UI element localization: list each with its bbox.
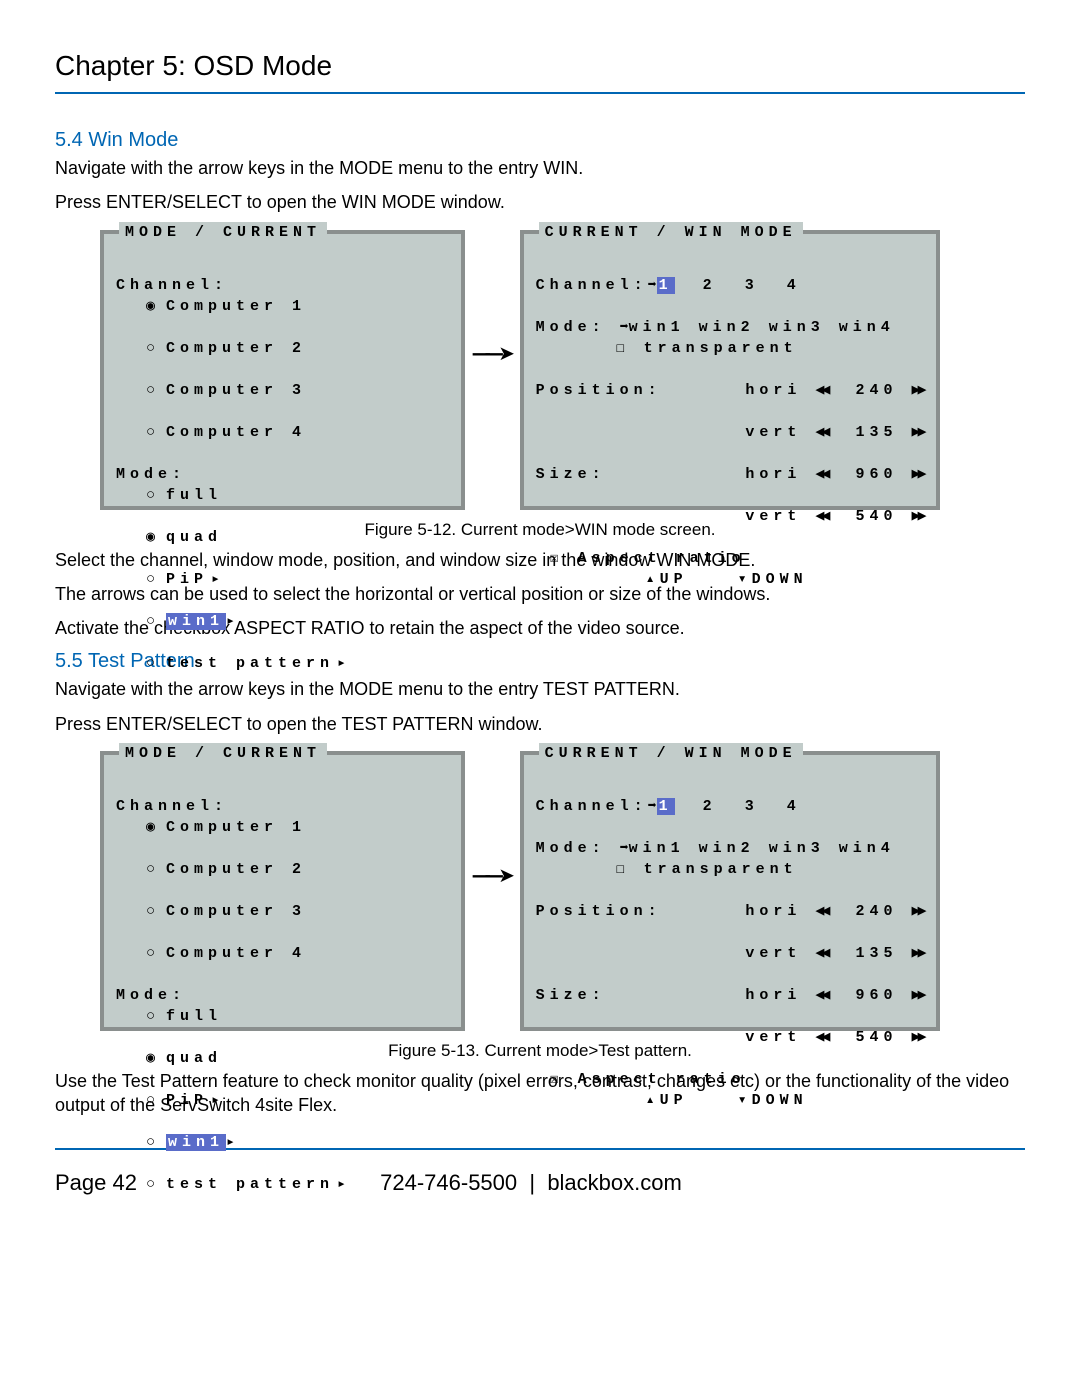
mode-option[interactable]: test pattern bbox=[116, 1174, 449, 1195]
chapter-title: Chapter 5: OSD Mode bbox=[55, 50, 1025, 82]
channel-label: Channel: bbox=[116, 798, 228, 815]
size-vert[interactable]: vert ◀◀ 540 ▶▶ bbox=[536, 506, 924, 527]
transparent-checkbox[interactable]: ☐ transparent bbox=[536, 340, 798, 357]
mode-option[interactable]: PiP bbox=[116, 1090, 449, 1111]
mode-option[interactable]: quad bbox=[116, 527, 449, 548]
mode-row[interactable]: Mode: ➡win1 win2 win3 win4 bbox=[536, 840, 895, 857]
position-hori[interactable]: Position:hori ◀◀ 240 ▶▶ bbox=[536, 901, 924, 922]
panel-title: CURRENT / WIN MODE bbox=[539, 743, 803, 764]
osd-panel-mode-current: MODE / CURRENT Channel: Computer 1 Compu… bbox=[100, 751, 465, 1031]
figure-5-13: MODE / CURRENT Channel: Computer 1 Compu… bbox=[100, 751, 1025, 1031]
mode-option[interactable]: test pattern bbox=[116, 653, 449, 674]
figure-5-12: MODE / CURRENT Channel: Computer 1 Compu… bbox=[100, 230, 1025, 510]
size-hori[interactable]: Size:hori ◀◀ 960 ▶▶ bbox=[536, 464, 924, 485]
section-5-4-title: 5.4 Win Mode bbox=[55, 129, 1025, 152]
channel-option[interactable]: Computer 1 bbox=[116, 817, 449, 838]
nav-up-down[interactable]: ▴UP▾DOWN bbox=[536, 1090, 924, 1111]
mode-row[interactable]: Mode: ➡win1 win2 win3 win4 bbox=[536, 319, 895, 336]
mode-option[interactable]: win1▸ bbox=[116, 611, 449, 632]
channel-option[interactable]: Computer 1 bbox=[116, 296, 449, 317]
mode-label: Mode: bbox=[116, 466, 186, 483]
nav-up-down[interactable]: ▴UP▾DOWN bbox=[536, 569, 924, 590]
header-divider bbox=[55, 92, 1025, 94]
mode-option[interactable]: quad bbox=[116, 1048, 449, 1069]
arrow-right-icon: ──➤ bbox=[473, 338, 512, 401]
channel-option[interactable]: Computer 2 bbox=[116, 859, 449, 880]
position-hori[interactable]: Position:hori ◀◀ 240 ▶▶ bbox=[536, 380, 924, 401]
channel-option[interactable]: Computer 3 bbox=[116, 901, 449, 922]
size-vert[interactable]: vert ◀◀ 540 ▶▶ bbox=[536, 1027, 924, 1048]
channel-option[interactable]: Computer 3 bbox=[116, 380, 449, 401]
transparent-checkbox[interactable]: ☐ transparent bbox=[536, 861, 798, 878]
arrow-right-icon: ──➤ bbox=[473, 860, 512, 923]
position-vert[interactable]: vert ◀◀ 135 ▶▶ bbox=[536, 943, 924, 964]
channel-option[interactable]: Computer 4 bbox=[116, 422, 449, 443]
mode-option[interactable]: full bbox=[116, 1006, 449, 1027]
aspect-ratio-checkbox[interactable]: ☒ Aspect ratio bbox=[536, 550, 746, 567]
paragraph: Navigate with the arrow keys in the MODE… bbox=[55, 156, 1025, 180]
mode-label: Mode: bbox=[116, 987, 186, 1004]
position-vert[interactable]: vert ◀◀ 135 ▶▶ bbox=[536, 422, 924, 443]
osd-panel-win-mode: CURRENT / WIN MODE Channel:➡1 2 3 4 Mode… bbox=[520, 751, 940, 1031]
mode-option[interactable]: win1▸ bbox=[116, 1132, 449, 1153]
channel-option[interactable]: Computer 4 bbox=[116, 943, 449, 964]
size-hori[interactable]: Size:hori ◀◀ 960 ▶▶ bbox=[536, 985, 924, 1006]
mode-option[interactable]: PiP bbox=[116, 569, 449, 590]
panel-title: CURRENT / WIN MODE bbox=[539, 222, 803, 243]
aspect-ratio-checkbox[interactable]: ☒ Aspect ratio bbox=[536, 1071, 746, 1088]
mode-option[interactable]: full bbox=[116, 485, 449, 506]
panel-title: MODE / CURRENT bbox=[119, 222, 327, 243]
channel-row[interactable]: Channel:➡1 2 3 4 bbox=[536, 798, 801, 815]
osd-panel-mode-current: MODE / CURRENT Channel: Computer 1 Compu… bbox=[100, 230, 465, 510]
paragraph: Press ENTER/SELECT to open the WIN MODE … bbox=[55, 190, 1025, 214]
osd-panel-win-mode: CURRENT / WIN MODE Channel:➡1 2 3 4 Mode… bbox=[520, 230, 940, 510]
channel-label: Channel: bbox=[116, 277, 228, 294]
channel-row[interactable]: Channel:➡1 2 3 4 bbox=[536, 277, 801, 294]
panel-title: MODE / CURRENT bbox=[119, 743, 327, 764]
channel-option[interactable]: Computer 2 bbox=[116, 338, 449, 359]
